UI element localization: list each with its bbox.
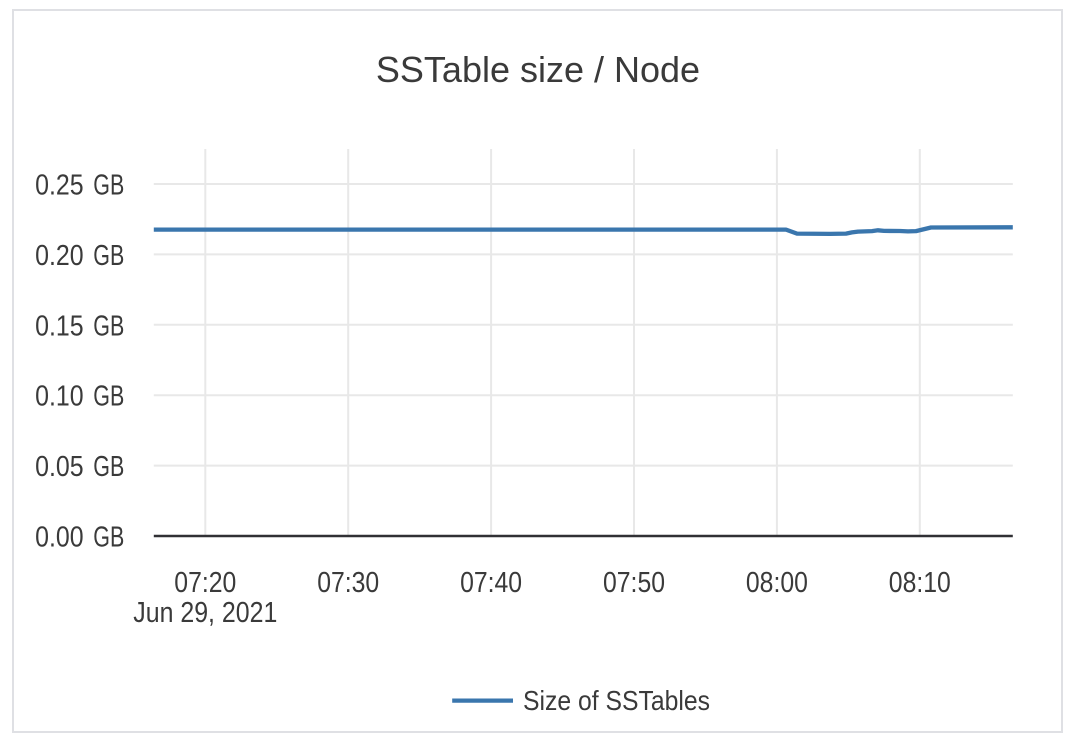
- svg-text:07:50: 07:50: [603, 567, 665, 599]
- svg-text:07:20: 07:20: [174, 567, 236, 599]
- svg-text:GB: GB: [93, 170, 124, 202]
- svg-text:08:10: 08:10: [889, 567, 951, 599]
- svg-text:0.20: 0.20: [35, 240, 84, 272]
- svg-text:SSTable size / Node: SSTable size / Node: [376, 49, 700, 90]
- svg-text:Jun 29, 2021: Jun 29, 2021: [133, 597, 277, 629]
- svg-text:GB: GB: [93, 522, 124, 554]
- svg-text:0.05: 0.05: [35, 451, 84, 483]
- svg-text:07:30: 07:30: [317, 567, 379, 599]
- svg-text:GB: GB: [93, 310, 124, 342]
- svg-text:0.00: 0.00: [35, 522, 84, 554]
- svg-text:GB: GB: [93, 240, 124, 272]
- svg-text:0.25: 0.25: [35, 170, 84, 202]
- svg-text:GB: GB: [93, 381, 124, 413]
- svg-text:08:00: 08:00: [746, 567, 808, 599]
- svg-text:0.15: 0.15: [35, 310, 84, 342]
- svg-text:07:40: 07:40: [460, 567, 522, 599]
- svg-text:Size of SSTables: Size of SSTables: [523, 685, 710, 716]
- svg-text:GB: GB: [93, 451, 124, 483]
- svg-text:0.10: 0.10: [35, 381, 84, 413]
